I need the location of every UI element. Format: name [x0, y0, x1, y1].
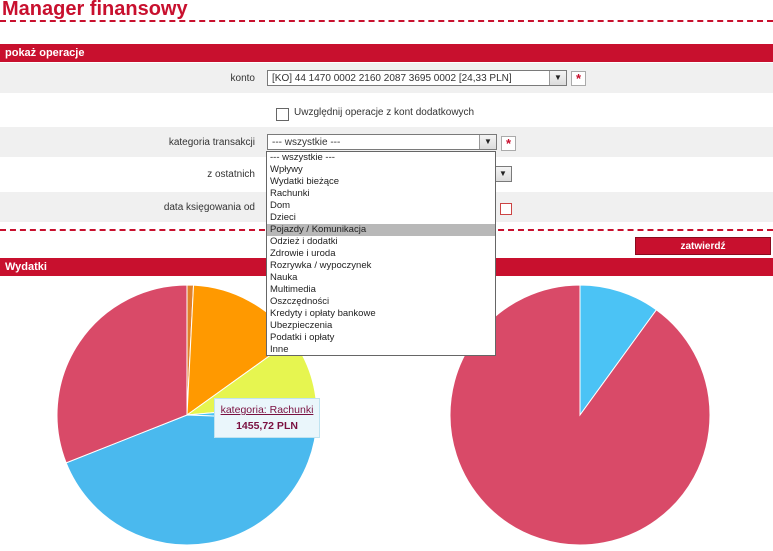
pie-slice[interactable] — [65, 414, 318, 546]
category-value: --- wszystkie --- — [272, 137, 341, 148]
category-dropdown-list[interactable]: --- wszystkie --- Wpływy Wydatki bieżące Ra… — [266, 151, 496, 356]
dropdown-option[interactable]: Zdrowie i uroda — [270, 248, 336, 259]
dropdown-option[interactable]: Dzieci — [270, 212, 296, 223]
dropdown-option[interactable]: Rachunki — [270, 188, 310, 199]
period-label: z ostatnich — [207, 169, 255, 180]
dropdown-option[interactable]: Nauka — [270, 272, 298, 283]
dropdown-option[interactable]: Wydatki bieżące — [270, 176, 340, 187]
chart-tooltip: kategoria: Rachunki 1455,72 PLN — [214, 398, 320, 438]
title-divider — [0, 20, 773, 22]
tooltip-category[interactable]: kategoria: Rachunki — [220, 404, 314, 416]
date-label: data księgowania od — [163, 202, 255, 213]
include-extra-row: Uwzględnij operacje z kont dodatkowych — [0, 96, 773, 126]
dropdown-option[interactable]: --- wszystkie --- — [270, 152, 335, 163]
submit-button[interactable]: zatwierdź — [635, 237, 771, 255]
category-select[interactable]: --- wszystkie --- ▼ — [267, 134, 497, 150]
dropdown-option[interactable]: Inne — [270, 344, 289, 355]
category-label: kategoria transakcji — [168, 137, 255, 148]
account-value: [KO] 44 1470 0002 2160 2087 3695 0002 [2… — [272, 73, 512, 84]
filters-header: pokaż operacje — [0, 44, 773, 62]
chevron-down-icon[interactable]: ▼ — [479, 135, 496, 149]
account-row: konto [KO] 44 1470 0002 2160 2087 3695 0… — [0, 63, 773, 93]
tooltip-amount: 1455,72 PLN — [236, 420, 298, 432]
page-title: Manager finansowy — [2, 0, 188, 20]
chevron-down-icon[interactable]: ▼ — [549, 71, 566, 85]
dropdown-option[interactable]: Odzież i dodatki — [270, 236, 338, 247]
pie-slice[interactable] — [579, 284, 658, 417]
income-pie-chart[interactable] — [449, 284, 711, 546]
expenses-header-label: Wydatki — [5, 261, 47, 273]
include-extra-checkbox[interactable] — [276, 108, 289, 121]
dropdown-option[interactable]: Oszczędności — [270, 296, 330, 307]
account-label: konto — [230, 73, 255, 84]
dropdown-option[interactable]: Rozrywka / wypoczynek — [270, 260, 372, 271]
required-star-icon: * — [571, 71, 586, 86]
dropdown-option[interactable]: Wpływy — [270, 164, 303, 175]
dropdown-option[interactable]: Dom — [270, 200, 291, 211]
filters-header-label: pokaż operacje — [5, 47, 85, 59]
charts-area — [56, 284, 711, 546]
expenses-pie-chart[interactable] — [56, 284, 318, 546]
required-star-icon: * — [501, 136, 516, 151]
dropdown-option[interactable]: Kredyty i opłaty bankowe — [270, 308, 376, 319]
chevron-down-icon[interactable]: ▼ — [494, 167, 511, 181]
calendar-icon[interactable] — [500, 203, 512, 215]
dropdown-option[interactable]: Podatki i opłaty — [270, 332, 335, 343]
dropdown-option[interactable]: Ubezpieczenia — [270, 320, 333, 331]
dropdown-option[interactable]: Multimedia — [270, 284, 316, 295]
account-select[interactable]: [KO] 44 1470 0002 2160 2087 3695 0002 [2… — [267, 70, 567, 86]
include-extra-label: Uwzględnij operacje z kont dodatkowych — [294, 107, 475, 118]
pie-slice[interactable] — [56, 284, 188, 464]
dropdown-option[interactable]: Pojazdy / Komunikacja — [267, 224, 495, 236]
